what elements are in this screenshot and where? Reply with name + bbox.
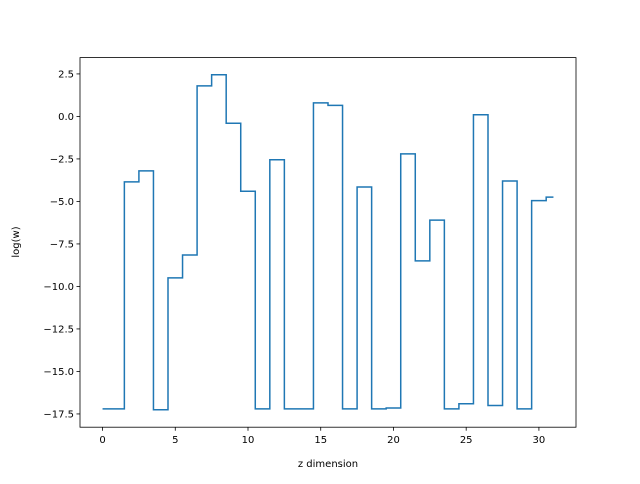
y-tick-label: −17.5 bbox=[43, 409, 74, 420]
x-tick-label: 20 bbox=[387, 435, 400, 446]
y-tick-label: −15.0 bbox=[43, 367, 74, 378]
x-tick-label: 5 bbox=[172, 435, 178, 446]
y-axis-label: log(w) bbox=[11, 226, 22, 257]
y-tick-label: −5.0 bbox=[50, 197, 74, 208]
y-tick-label: 0.0 bbox=[58, 112, 74, 123]
x-tick-label: 10 bbox=[242, 435, 255, 446]
axes-frame bbox=[79, 57, 577, 428]
y-tick-label: −10.0 bbox=[43, 282, 74, 293]
x-axis-label: z dimension bbox=[298, 459, 358, 470]
x-tick-label: 15 bbox=[314, 435, 327, 446]
y-tick-label: −2.5 bbox=[50, 154, 74, 165]
y-tick-label: 2.5 bbox=[58, 69, 74, 80]
y-tick-label: −12.5 bbox=[43, 324, 74, 335]
x-tick-label: 30 bbox=[533, 435, 546, 446]
y-tick-label: −7.5 bbox=[50, 239, 74, 250]
step-line bbox=[102, 74, 554, 411]
x-tick-label: 25 bbox=[460, 435, 473, 446]
x-tick-label: 0 bbox=[99, 435, 105, 446]
